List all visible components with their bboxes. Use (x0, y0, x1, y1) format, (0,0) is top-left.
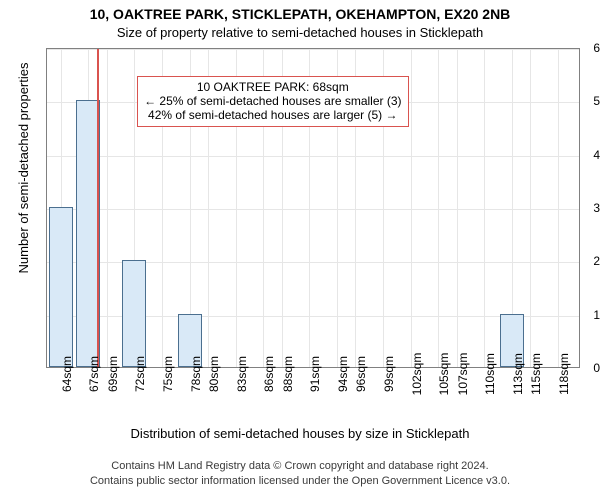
credits-line2: Contains public sector information licen… (0, 475, 600, 487)
ytick-label: 5 (562, 94, 600, 108)
gridline-v (457, 49, 458, 367)
gridline-h (47, 49, 579, 50)
annotation-line2: ← 25% of semi-detached houses are smalle… (144, 94, 401, 108)
gridline-v (558, 49, 559, 367)
chart-subtitle: Size of property relative to semi-detach… (0, 25, 600, 40)
ytick-label: 6 (562, 41, 600, 55)
x-axis-label: Distribution of semi-detached houses by … (0, 426, 600, 441)
gridline-h (47, 156, 579, 157)
bar (122, 260, 146, 367)
y-axis-label: Number of semi-detached properties (16, 8, 31, 328)
gridline-v (530, 49, 531, 367)
credits-line1: Contains HM Land Registry data © Crown c… (0, 460, 600, 472)
xtick-label: 118sqm (557, 353, 600, 395)
annotation-line3: 42% of semi-detached houses are larger (… (144, 108, 401, 122)
annotation-line1: 10 OAKTREE PARK: 68sqm (144, 80, 401, 94)
marker-line (97, 49, 99, 367)
ytick-label: 4 (562, 148, 600, 162)
gridline-h (47, 209, 579, 210)
chart-title: 10, OAKTREE PARK, STICKLEPATH, OKEHAMPTO… (0, 6, 600, 22)
gridline-v (411, 49, 412, 367)
ytick-label: 1 (562, 308, 600, 322)
annotation-box: 10 OAKTREE PARK: 68sqm← 25% of semi-deta… (137, 76, 408, 127)
gridline-v (484, 49, 485, 367)
ytick-label: 2 (562, 254, 600, 268)
bar (49, 207, 73, 367)
plot-area: 10 OAKTREE PARK: 68sqm← 25% of semi-deta… (46, 48, 580, 368)
gridline-v (107, 49, 108, 367)
gridline-v (438, 49, 439, 367)
ytick-label: 3 (562, 201, 600, 215)
histogram-chart: 10, OAKTREE PARK, STICKLEPATH, OKEHAMPTO… (0, 0, 600, 500)
